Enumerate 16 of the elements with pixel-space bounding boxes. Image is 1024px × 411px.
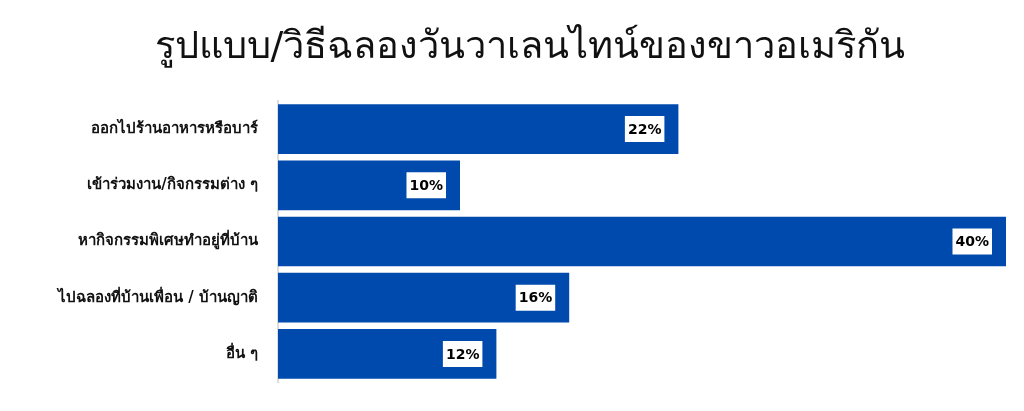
y-tick-label: เข้าร่วมงาน/กิจกรรมต่าง ๆ (87, 175, 258, 194)
data-label: 10% (409, 176, 443, 193)
y-tick-label: อื่น ๆ (225, 341, 258, 362)
bar (278, 216, 1006, 267)
bar (278, 104, 679, 154)
chart-title: รูปแบบ/วิธีฉลองวันวาเลนไทน์ของขาวอเมริกัน (153, 22, 907, 70)
data-label: 40% (955, 233, 989, 250)
bar (278, 272, 570, 323)
bar (278, 329, 497, 379)
data-label: 16% (518, 289, 553, 306)
y-tick-label: หากิจกรรมพิเศษทำอยู่ที่บ้าน (78, 229, 259, 251)
bar (278, 160, 460, 211)
y-tick-label: ไปฉลองที่บ้านเพื่อน / บ้านญาติ (56, 285, 258, 306)
data-label: 22% (627, 120, 662, 137)
data-label: 12% (445, 345, 480, 362)
y-tick-label: ออกไปร้านอาหารหรือบาร์ (91, 117, 259, 137)
